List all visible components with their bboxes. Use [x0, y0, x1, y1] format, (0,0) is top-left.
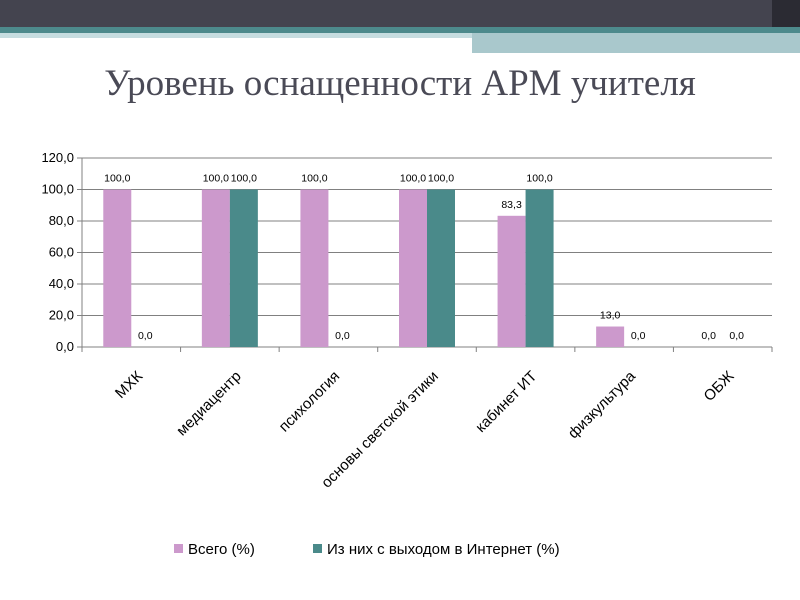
legend-label: Из них с выходом в Интернет (%): [327, 541, 560, 558]
y-tick-label: 80,0: [49, 213, 74, 228]
category-label: физкультура: [565, 367, 640, 442]
data-label: 0,0: [701, 330, 716, 342]
data-label: 0,0: [631, 330, 646, 342]
y-tick-label: 60,0: [49, 245, 74, 260]
data-label: 100,0: [526, 173, 552, 185]
data-label: 100,0: [231, 173, 257, 185]
category-label: кабинет ИТ: [472, 368, 540, 436]
bar-total: [596, 326, 625, 347]
data-label: 0,0: [138, 330, 153, 342]
category-label: психология: [276, 368, 344, 436]
data-label: 0,0: [335, 330, 350, 342]
category-label: ОБЖ: [701, 368, 738, 405]
bar-total: [300, 189, 329, 347]
y-tick-label: 40,0: [49, 276, 74, 291]
data-label: 100,0: [301, 173, 327, 185]
category-label: медиацентр: [173, 368, 244, 439]
data-label: 0,0: [729, 330, 744, 342]
bar-internet: [427, 189, 455, 347]
data-label: 100,0: [104, 173, 130, 185]
bar-internet: [525, 189, 554, 347]
data-label: 100,0: [203, 173, 229, 185]
category-label: МХК: [112, 368, 146, 402]
legend-swatch: [313, 544, 322, 553]
data-label: 100,0: [400, 173, 426, 185]
bar-total: [399, 189, 427, 347]
legend-swatch: [174, 544, 183, 553]
bar-internet: [229, 189, 258, 347]
header-stripe-tab: [472, 33, 800, 53]
bar-total: [103, 189, 132, 347]
data-label: 13,0: [600, 310, 621, 322]
y-tick-label: 0,0: [56, 339, 74, 354]
header-corner: [772, 0, 800, 27]
legend-label: Всего (%): [188, 541, 255, 558]
header-bar: [0, 0, 800, 27]
slide-title: Уровень оснащенности АРМ учителя: [104, 63, 696, 104]
header-stripe-light: [0, 33, 472, 38]
y-tick-label: 120,0: [41, 150, 74, 165]
y-tick-label: 100,0: [41, 182, 74, 197]
bar-total: [201, 189, 230, 347]
data-label: 100,0: [428, 173, 454, 185]
data-label: 83,3: [501, 199, 522, 211]
header-stripe: [0, 27, 800, 33]
bar-total: [497, 215, 526, 347]
y-tick-label: 20,0: [49, 308, 74, 323]
